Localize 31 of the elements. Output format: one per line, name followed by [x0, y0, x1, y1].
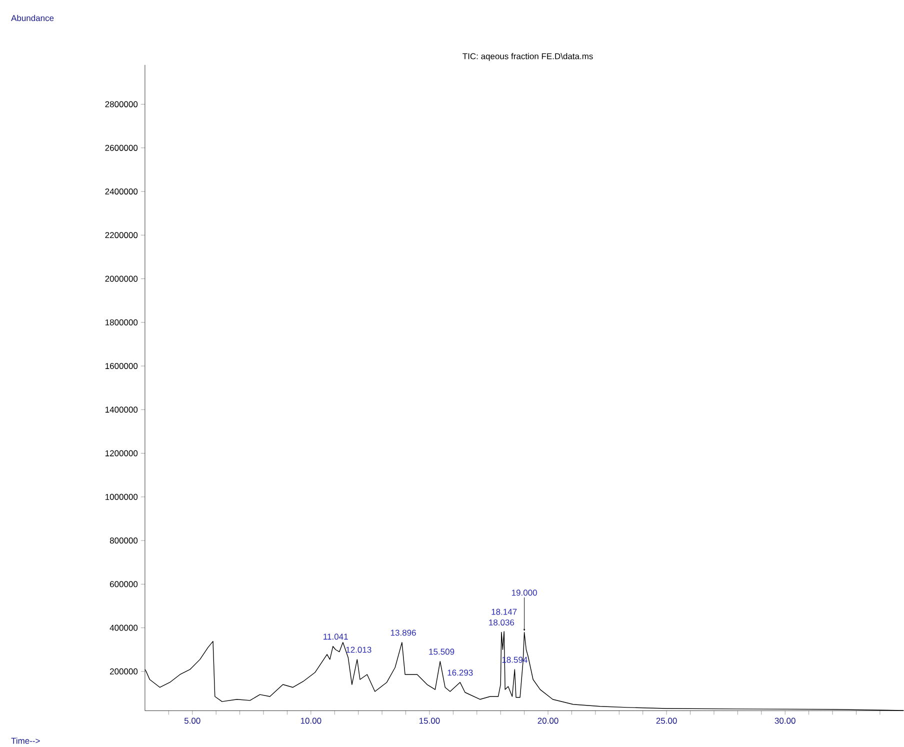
annotation: 16.293: [448, 670, 473, 676]
annotation: 19.000: [512, 590, 537, 596]
y-tick-label: 800000: [110, 538, 138, 544]
y-tick-label: 2200000: [105, 232, 138, 238]
annotation: 18.036: [489, 620, 514, 626]
text: Time-->: [11, 738, 40, 744]
y-tick-label: 2000000: [105, 276, 138, 282]
y-tick-label: 1600000: [105, 363, 138, 370]
annotation: 15.509: [429, 648, 454, 655]
y-tick-label: 1200000: [105, 450, 138, 456]
chart-title: TIC: aqeous fraction FE.D\data.ms: [462, 53, 593, 62]
x-tick-label: 20.00: [538, 718, 558, 724]
x-tick-label: 15.00: [419, 718, 440, 724]
y-tick-label: 1400000: [105, 406, 138, 413]
y-tick-label: 600000: [110, 581, 138, 588]
y-tick-label: 1800000: [105, 320, 138, 326]
annotation: 13.896: [390, 630, 416, 636]
annotation: 12.013: [346, 646, 372, 653]
annotation: 11.041: [324, 634, 348, 640]
y-tick-label: 2400000: [105, 188, 138, 195]
y-tick-label: 200000: [110, 668, 138, 675]
y-tick-label: 400000: [110, 624, 138, 631]
x-tick-label: 25.00: [656, 718, 677, 724]
annotation: 18.147: [492, 608, 517, 615]
y-tick-label: 2600000: [105, 145, 138, 152]
x-tick-label: 5.00: [184, 718, 200, 724]
y-tick-label: 1000000: [105, 494, 138, 500]
x-tick-label: 10.00: [300, 718, 322, 724]
y-tick-label: 2800000: [105, 101, 138, 108]
x-tick-label: 30.00: [774, 718, 796, 724]
text: Abundance: [11, 15, 54, 22]
